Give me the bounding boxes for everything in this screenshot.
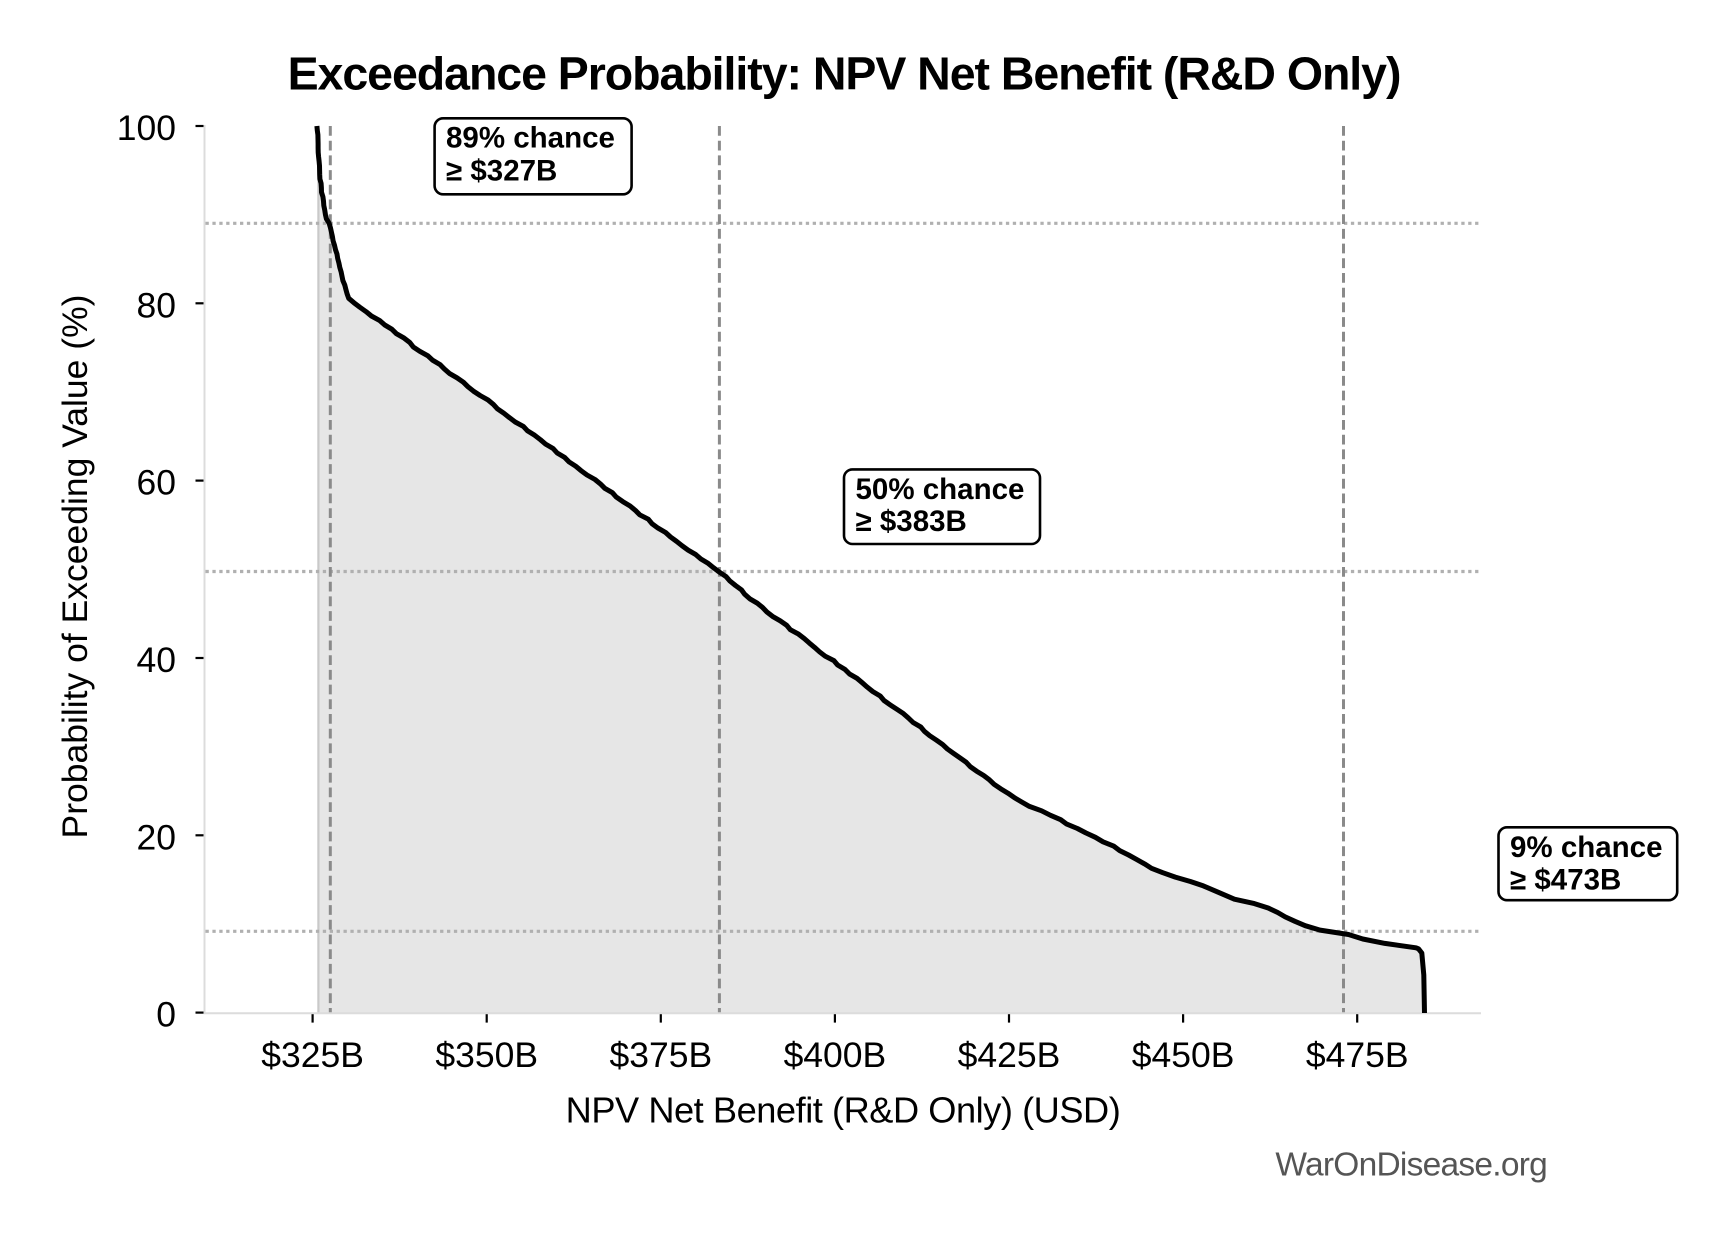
svg-text:89% chance: 89% chance [446, 122, 615, 155]
svg-text:$450B: $450B [1132, 1035, 1235, 1075]
svg-text:60: 60 [137, 463, 177, 503]
svg-text:50% chance: 50% chance [856, 473, 1025, 506]
svg-text:Probability of Exceeding Value: Probability of Exceeding Value (%) [55, 295, 95, 839]
svg-text:≥ $473B: ≥ $473B [1510, 864, 1621, 897]
svg-text:≥ $383B: ≥ $383B [856, 505, 967, 538]
svg-text:$475B: $475B [1306, 1035, 1409, 1075]
svg-text:NPV Net Benefit (R&D Only) (US: NPV Net Benefit (R&D Only) (USD) [566, 1090, 1121, 1131]
svg-text:$350B: $350B [435, 1035, 538, 1075]
svg-text:$375B: $375B [609, 1035, 712, 1075]
svg-text:40: 40 [137, 640, 177, 680]
svg-text:80: 80 [137, 285, 177, 325]
svg-text:$400B: $400B [784, 1035, 887, 1075]
svg-text:9% chance: 9% chance [1510, 831, 1663, 864]
svg-text:$325B: $325B [261, 1035, 364, 1075]
svg-text:20: 20 [137, 817, 177, 857]
svg-text:WarOnDisease.org: WarOnDisease.org [1275, 1147, 1547, 1184]
svg-text:$425B: $425B [958, 1035, 1061, 1075]
svg-text:100: 100 [117, 108, 176, 148]
svg-text:Exceedance Probability: NPV Ne: Exceedance Probability: NPV Net Benefit … [288, 48, 1401, 100]
svg-text:0: 0 [156, 995, 176, 1035]
svg-text:≥ $327B: ≥ $327B [446, 154, 557, 187]
